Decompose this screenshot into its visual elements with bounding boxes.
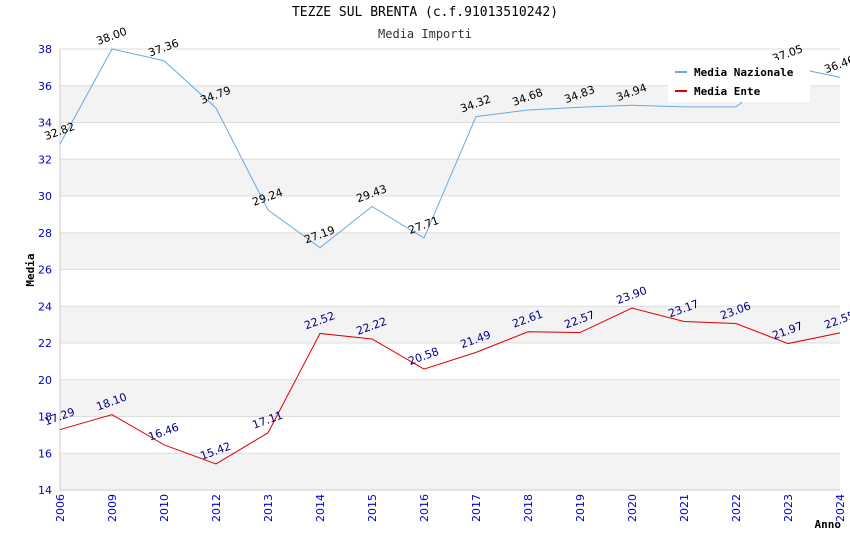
grid-band	[60, 379, 840, 417]
data-label: 38.00	[95, 25, 129, 48]
series-line	[59, 48, 841, 249]
y-tick-label: 20	[38, 374, 52, 387]
x-tick-label: 2023	[782, 494, 795, 522]
y-tick-label: 18	[38, 411, 52, 424]
x-tick-label: 2024	[834, 494, 847, 522]
x-axis-label: Anno	[815, 518, 842, 531]
grid-lines	[59, 48, 840, 491]
chart-subtitle: Media Importi	[378, 27, 472, 41]
legend-entry: Media Nazionale	[694, 66, 794, 79]
x-tick-label: 2020	[626, 494, 639, 522]
y-tick-label: 28	[38, 227, 52, 240]
x-tick-label: 2012	[210, 494, 223, 522]
grid-band	[60, 122, 840, 160]
x-tick-label: 2017	[470, 494, 483, 522]
x-tick-label: 2015	[366, 494, 379, 522]
x-tick-label: 2022	[730, 494, 743, 522]
x-tick-label: 2021	[678, 494, 691, 522]
y-tick-label: 32	[38, 153, 52, 166]
y-tick-label: 14	[38, 484, 52, 497]
x-tick-label: 2006	[54, 494, 67, 522]
grid-band	[60, 453, 840, 490]
grid-band	[60, 306, 840, 343]
y-axis-label: Media	[24, 253, 37, 286]
grid-band	[60, 232, 840, 270]
y-tick-label: 22	[38, 337, 52, 350]
legend-box	[668, 60, 810, 102]
series-lines	[59, 48, 841, 465]
x-tick-label: 2019	[574, 494, 587, 522]
grid-band	[60, 269, 840, 307]
y-tick-label: 34	[38, 117, 52, 130]
y-tick-label: 26	[38, 264, 52, 277]
y-axis-ticks: 14 16 18 20 22 24 26 28 30 32 34 36 38	[38, 43, 52, 497]
x-tick-label: 2009	[106, 494, 119, 522]
y-tick-label: 36	[38, 80, 52, 93]
x-tick-label: 2010	[158, 494, 171, 522]
chart-title: TEZZE SUL BRENTA (c.f.91013510242)	[291, 5, 559, 20]
legend-entry: Media Ente	[694, 85, 761, 98]
x-tick-label: 2013	[262, 494, 275, 522]
y-tick-label: 30	[38, 190, 52, 203]
grid-band	[60, 343, 840, 380]
legend: Media Nazionale Media Ente	[668, 60, 810, 102]
x-tick-label: 2016	[418, 494, 431, 522]
y-tick-label: 24	[38, 300, 52, 313]
y-tick-label: 38	[38, 43, 52, 56]
series-line	[59, 307, 841, 465]
grid-band	[60, 196, 840, 233]
x-tick-label: 2014	[314, 494, 327, 522]
x-tick-label: 2018	[522, 494, 535, 522]
x-axis-ticks: 2006 2009 2010 2012 2013 2014 2015 2016 2017 2018…	[54, 494, 847, 522]
y-tick-label: 16	[38, 447, 52, 460]
grid-band	[60, 416, 840, 454]
